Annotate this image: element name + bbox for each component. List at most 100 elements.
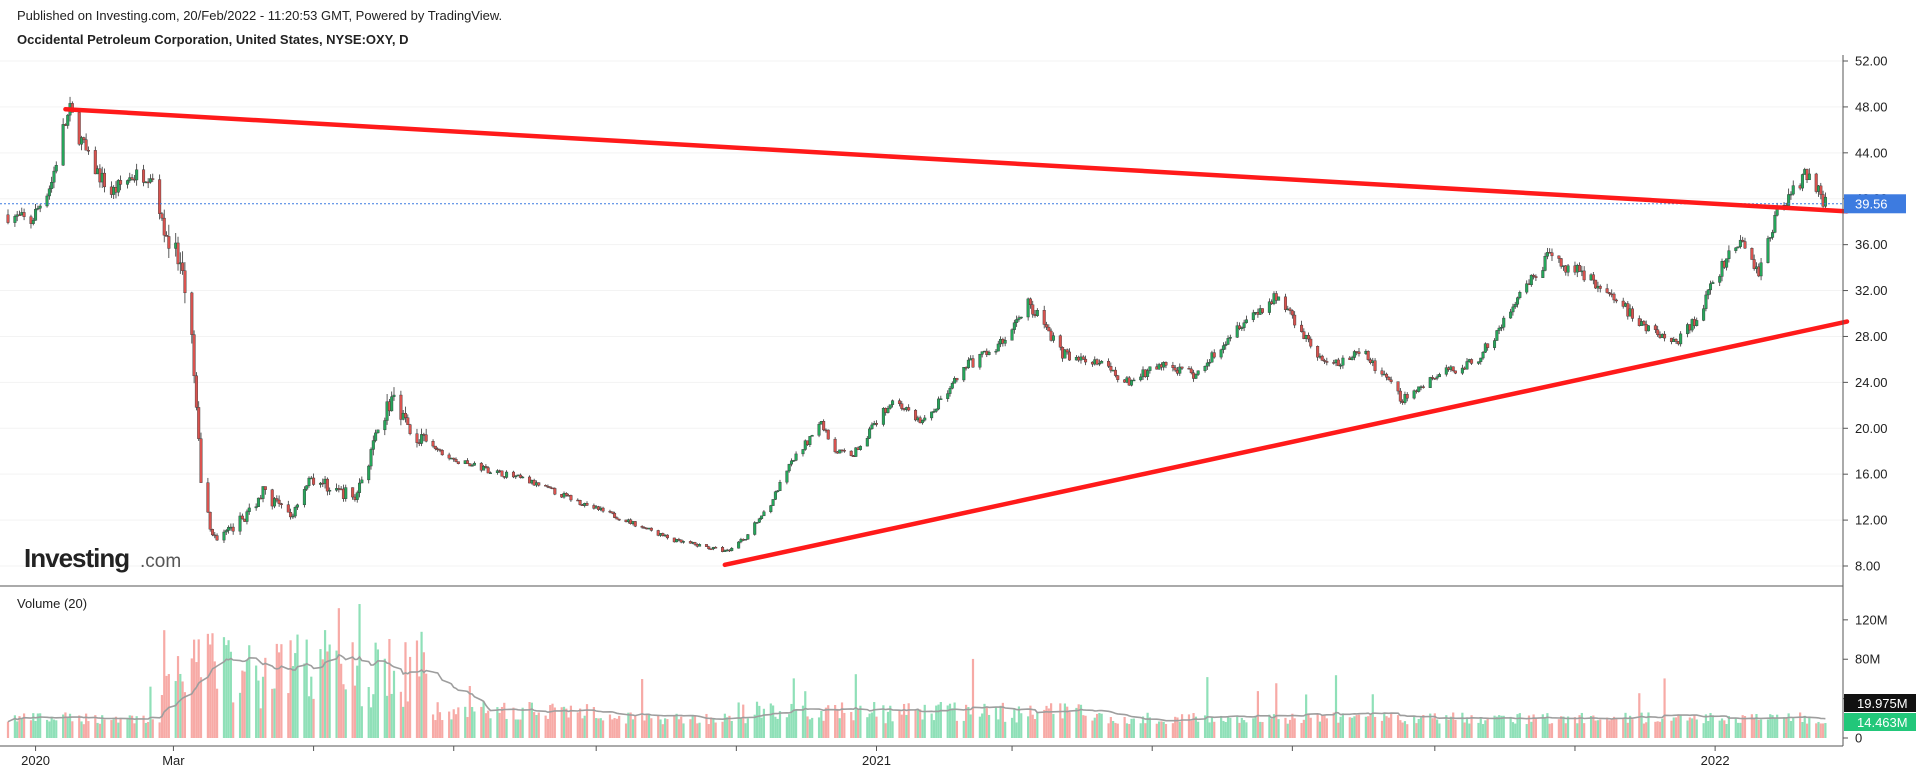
volume-bar xyxy=(1318,721,1322,738)
candle-body xyxy=(80,137,84,145)
candle-body xyxy=(1240,327,1244,329)
volume-bar xyxy=(1548,723,1551,738)
volume-bar xyxy=(1036,712,1039,738)
candle-body xyxy=(1486,343,1490,348)
candle-body xyxy=(1210,352,1214,363)
candle-body xyxy=(1642,321,1646,325)
candle-body xyxy=(833,438,837,453)
volume-bar xyxy=(840,702,844,738)
candle-body xyxy=(52,170,56,183)
volume-bar xyxy=(647,714,651,738)
volume-bar xyxy=(1148,717,1152,738)
volume-bar xyxy=(1254,716,1257,738)
volume-bar xyxy=(1638,693,1641,738)
candle-body xyxy=(146,181,150,184)
volume-bar xyxy=(1068,712,1071,738)
candle-body xyxy=(1566,265,1570,273)
volume-panel-label: Volume (20) xyxy=(17,596,87,611)
candle-body xyxy=(1130,380,1134,386)
volume-bar xyxy=(1589,716,1593,738)
candle-body xyxy=(1352,351,1356,358)
volume-bar xyxy=(785,717,788,738)
volume-bar xyxy=(1316,714,1319,738)
candle-body xyxy=(47,188,51,197)
volume-bar xyxy=(1532,714,1535,738)
volume-bar xyxy=(1206,677,1209,738)
candle-body xyxy=(424,434,428,442)
volume-bar xyxy=(326,651,329,738)
candle-body xyxy=(45,195,49,207)
volume-bar xyxy=(1445,715,1448,738)
volume-bar xyxy=(866,717,869,738)
candle-body xyxy=(1026,298,1030,318)
candle-body xyxy=(755,522,759,524)
volume-bar xyxy=(618,715,621,738)
candle-body xyxy=(946,393,950,399)
candle-body xyxy=(1063,349,1067,359)
volume-bar xyxy=(836,708,839,738)
volume-bar xyxy=(1243,720,1246,738)
candle-body xyxy=(1727,250,1731,259)
candle-body xyxy=(275,498,279,501)
candle-body xyxy=(194,375,198,408)
volume-bar xyxy=(1498,715,1501,738)
candle-body xyxy=(1113,369,1117,376)
volume-bar xyxy=(857,708,860,738)
candle-body xyxy=(810,435,814,437)
volume-bar xyxy=(1220,715,1223,738)
candle-body xyxy=(160,213,164,219)
candle-body xyxy=(1591,274,1595,281)
volume-bar xyxy=(824,707,828,738)
volume-bar xyxy=(643,720,646,738)
volume-bar xyxy=(372,694,375,738)
candle-body xyxy=(1015,319,1019,323)
volume-bar xyxy=(1013,708,1016,738)
volume-bar xyxy=(1596,720,1600,738)
candle-body xyxy=(762,511,766,517)
volume-bar xyxy=(1208,722,1211,738)
candle-body xyxy=(1720,261,1724,277)
volume-bar xyxy=(29,720,33,738)
volume-bar xyxy=(1743,716,1747,738)
candle-body xyxy=(1341,357,1345,366)
candle-body xyxy=(431,441,435,447)
volume-bar xyxy=(480,706,483,738)
volume-bar xyxy=(994,707,998,738)
volume-bar xyxy=(1245,722,1248,738)
volume-bar xyxy=(404,642,407,738)
volume-bar xyxy=(1663,678,1666,738)
candle-body xyxy=(1630,308,1634,319)
candle-body xyxy=(231,526,235,532)
volume-bar xyxy=(376,649,380,738)
volume-bar xyxy=(808,719,811,738)
candle-body xyxy=(773,491,777,500)
candle-body xyxy=(709,548,713,551)
candle-body xyxy=(966,359,970,369)
volume-bar xyxy=(1629,715,1632,738)
candle-body xyxy=(1205,362,1209,367)
volume-bar xyxy=(1047,708,1050,738)
volume-bar xyxy=(408,656,412,738)
volume-bar xyxy=(1098,712,1101,738)
candle-body xyxy=(1656,329,1660,335)
volume-bar xyxy=(1396,715,1400,738)
volume-bar xyxy=(948,703,952,738)
candle-body xyxy=(1789,193,1793,196)
volume-bar xyxy=(374,642,377,738)
candle-body xyxy=(1380,370,1384,375)
volume-bar xyxy=(1284,717,1287,738)
candle-body xyxy=(785,470,789,483)
candle-body xyxy=(1428,377,1432,388)
volume-bar xyxy=(744,723,747,738)
candle-body xyxy=(615,517,619,520)
volume-bar xyxy=(402,706,405,738)
volume-bar xyxy=(62,714,65,738)
candle-body xyxy=(1743,241,1747,249)
volume-bar xyxy=(1583,723,1586,738)
candle-body xyxy=(1741,239,1745,242)
candle-body xyxy=(1718,276,1722,283)
volume-ma-tag-bg xyxy=(1844,694,1916,712)
